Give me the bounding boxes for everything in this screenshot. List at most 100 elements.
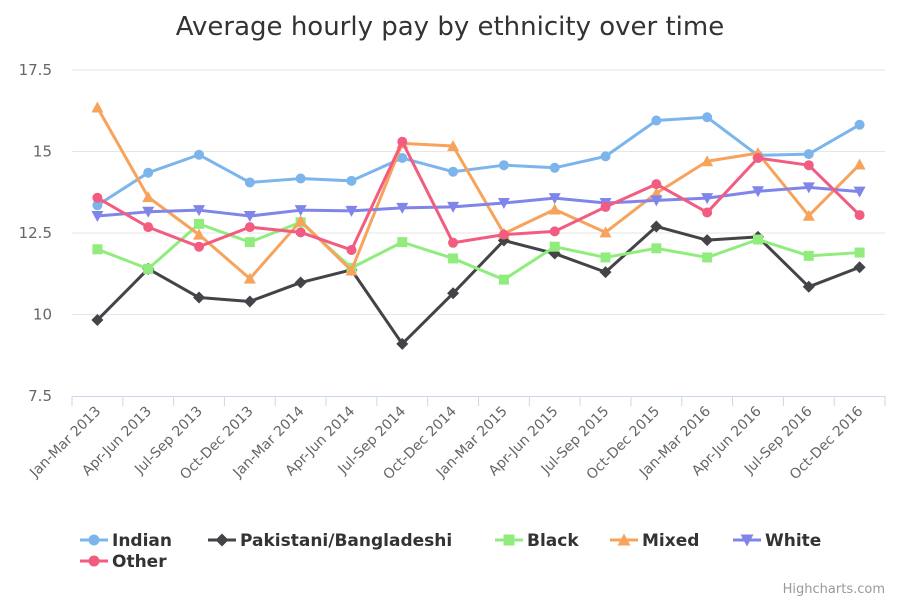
legend-item-indian[interactable]: Indian [80,531,172,551]
data-point-indian[interactable] [92,200,103,211]
data-point-pakistani-bangladeshi[interactable] [243,295,256,308]
data-point-black[interactable] [600,252,611,263]
data-point-indian[interactable] [397,153,408,164]
data-point-other[interactable] [702,207,713,218]
data-point-mixed[interactable] [142,191,155,203]
data-point-white[interactable] [91,211,104,223]
data-point-indian[interactable] [854,119,865,130]
data-point-indian[interactable] [600,151,611,162]
data-point-indian[interactable] [244,177,255,188]
data-point-pakistani-bangladeshi[interactable] [599,266,612,279]
data-point-white[interactable] [243,211,256,223]
data-point-pakistani-bangladeshi[interactable] [802,280,815,293]
data-point-white[interactable] [751,186,764,198]
data-point-black[interactable] [397,237,408,248]
series-line-pakistani-bangladeshi[interactable] [95,224,862,346]
data-point-other[interactable] [549,226,560,237]
chart-title: Average hourly pay by ethnicity over tim… [176,12,724,42]
data-point-black[interactable] [854,247,865,258]
data-point-other[interactable] [397,136,408,147]
data-point-white[interactable] [701,193,714,205]
data-point-white[interactable] [142,206,155,218]
data-point-pakistani-bangladeshi[interactable] [650,220,663,233]
series-line-white[interactable] [95,185,862,218]
data-point-other[interactable] [600,201,611,212]
data-point-black[interactable] [803,250,814,261]
series-white [91,182,866,223]
data-point-other[interactable] [244,222,255,233]
data-point-indian[interactable] [498,160,509,171]
data-point-pakistani-bangladeshi[interactable] [193,291,206,304]
series-line-indian[interactable] [95,115,862,207]
data-point-mixed[interactable] [91,101,104,113]
data-point-indian[interactable] [143,167,154,178]
data-point-other[interactable] [651,179,662,190]
data-point-other[interactable] [92,192,103,203]
data-point-mixed[interactable] [853,158,866,170]
legend-item-black[interactable]: Black [495,531,579,551]
data-point-indian[interactable] [803,149,814,160]
data-point-other[interactable] [803,160,814,171]
data-point-white[interactable] [193,205,206,217]
data-point-white[interactable] [497,198,510,210]
data-point-black[interactable] [702,252,713,263]
legend-item-mixed[interactable]: Mixed [610,531,699,551]
data-point-other[interactable] [752,153,763,164]
data-point-black[interactable] [194,218,205,229]
credits[interactable]: Highcharts.com [783,582,885,597]
data-point-pakistani-bangladeshi[interactable] [294,276,307,289]
data-point-mixed[interactable] [345,264,358,276]
series-line-black[interactable] [95,220,862,282]
data-point-black[interactable] [92,244,103,255]
data-point-black[interactable] [448,253,459,264]
data-point-other[interactable] [498,229,509,240]
data-point-mixed[interactable] [599,226,612,238]
legend-item-other[interactable]: Other [80,552,167,572]
data-point-other[interactable] [143,222,154,233]
data-point-white[interactable] [853,186,866,198]
data-point-black[interactable] [752,234,763,245]
data-point-mixed[interactable] [294,214,307,226]
data-point-other[interactable] [295,227,306,238]
data-point-other[interactable] [448,237,459,248]
data-point-other[interactable] [854,210,865,221]
legend-item-pakistani-bangladeshi[interactable]: Pakistani/Bangladeshi [208,531,452,551]
series-line-other[interactable] [95,140,862,252]
data-point-white[interactable] [447,201,460,213]
data-point-indian[interactable] [702,112,713,123]
data-point-black[interactable] [549,241,560,252]
data-point-mixed[interactable] [193,228,206,240]
data-point-white[interactable] [294,205,307,217]
data-point-mixed[interactable] [447,139,460,151]
data-point-indian[interactable] [295,173,306,184]
data-point-pakistani-bangladeshi[interactable] [701,234,714,247]
data-point-black[interactable] [651,243,662,254]
data-point-mixed[interactable] [548,203,561,215]
data-point-mixed[interactable] [243,272,256,284]
data-point-pakistani-bangladeshi[interactable] [447,287,460,300]
data-point-pakistani-bangladeshi[interactable] [91,314,104,327]
data-point-pakistani-bangladeshi[interactable] [396,337,409,350]
data-point-indian[interactable] [194,149,205,160]
data-point-pakistani-bangladeshi[interactable] [853,261,866,274]
data-point-black[interactable] [143,263,154,274]
data-point-black[interactable] [244,237,255,248]
legend-item-white[interactable]: White [733,531,821,551]
data-point-indian[interactable] [549,162,560,173]
data-point-black[interactable] [498,274,509,285]
data-point-other[interactable] [346,244,357,255]
data-point-white[interactable] [548,193,561,205]
data-point-indian[interactable] [448,166,459,177]
series-line-mixed[interactable] [95,105,862,281]
data-point-white[interactable] [650,195,663,207]
data-point-white[interactable] [345,205,358,217]
data-point-white[interactable] [396,202,409,214]
data-point-mixed[interactable] [802,209,815,221]
data-point-mixed[interactable] [701,155,714,167]
data-point-indian[interactable] [346,175,357,186]
data-point-other[interactable] [194,241,205,252]
data-point-white[interactable] [802,182,815,194]
data-point-indian[interactable] [651,115,662,126]
